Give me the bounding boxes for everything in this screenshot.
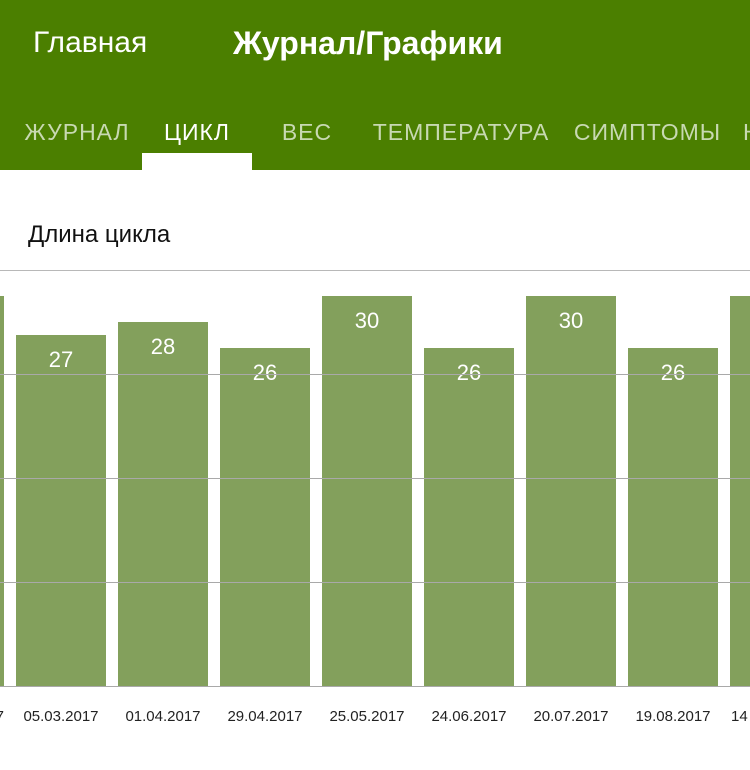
bar — [16, 335, 106, 686]
bars-group: 27 28 26 30 26 30 26 — [0, 296, 750, 686]
x-tick-label: 05.03.2017 — [23, 708, 98, 725]
cycle-length-chart: 27 28 26 30 26 30 26 05.03.2017 01.04.2017 29.04.… — [0, 270, 750, 725]
back-button[interactable]: Главная — [33, 26, 148, 59]
bar-partial-left — [0, 296, 4, 686]
x-tick-label: 25.05.2017 — [329, 708, 404, 725]
bar-value-label: 26 — [661, 360, 685, 385]
bar — [628, 348, 718, 686]
bar — [526, 296, 616, 686]
tab-weight[interactable]: ВЕС — [281, 119, 333, 145]
bar-value-label: 27 — [49, 347, 73, 372]
bar — [118, 322, 208, 686]
x-tick-label: 01.04.2017 — [125, 708, 200, 725]
bar — [424, 348, 514, 686]
active-tab-indicator — [142, 153, 252, 170]
tab-symptoms[interactable]: СИМПТОМЫ — [573, 119, 722, 145]
bar-value-label: 30 — [559, 308, 583, 333]
x-tick-label: 20.07.2017 — [533, 708, 608, 725]
tab-journal[interactable]: ЖУРНАЛ — [24, 119, 130, 145]
x-tick-label-partial-left: 7 — [0, 708, 4, 725]
nav-header: Главная Журнал/Графики ЖУРНАЛ ЦИКЛ ВЕС Т… — [0, 0, 750, 170]
tab-more-partial[interactable]: Н — [743, 100, 750, 170]
x-tick-label: 29.04.2017 — [227, 708, 302, 725]
bar-value-label: 30 — [355, 308, 379, 333]
bar-partial-right — [730, 296, 750, 686]
x-tick-label-partial-right: 14 — [731, 708, 748, 725]
tab-bar: ЖУРНАЛ ЦИКЛ ВЕС ТЕМПЕРАТУРА СИМПТОМЫ Н — [0, 100, 750, 170]
page-title: Журнал/Графики — [233, 25, 503, 61]
x-tick-label: 19.08.2017 — [635, 708, 710, 725]
tab-temperature[interactable]: ТЕМПЕРАТУРА — [372, 119, 550, 145]
bar — [220, 348, 310, 686]
bar-value-label: 28 — [151, 334, 175, 359]
bar-value-label: 26 — [253, 360, 277, 385]
chart-title: Длина цикла — [28, 221, 171, 248]
x-tick-label: 24.06.2017 — [431, 708, 506, 725]
bar — [322, 296, 412, 686]
tab-cycle[interactable]: ЦИКЛ — [163, 119, 231, 145]
bar-value-label: 26 — [457, 360, 481, 385]
